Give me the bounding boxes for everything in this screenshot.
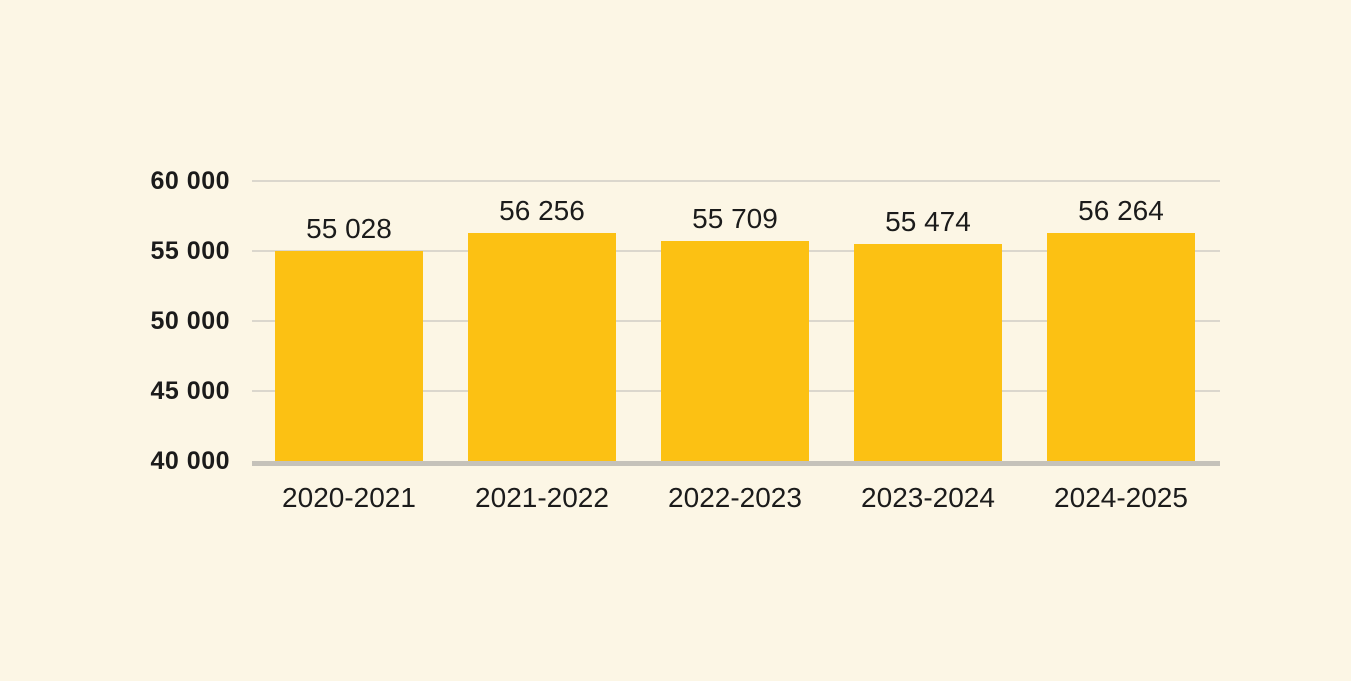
bar-value-label: 55 709 [692,203,778,235]
x-tick-label: 2023-2024 [861,482,995,513]
gridline [252,180,1220,182]
x-axis-line [252,461,1220,466]
bar-value-label: 55 474 [885,206,971,238]
bar [854,244,1002,461]
y-tick-label: 55 000 [150,237,230,265]
bar-value-label: 56 264 [1078,195,1164,227]
bar-value-label: 56 256 [499,195,585,227]
y-tick-label: 60 000 [150,167,230,195]
x-tick-label: 2024-2025 [1054,482,1188,513]
x-tick-label: 2022-2023 [668,482,802,513]
bar [1047,233,1195,461]
y-tick-label: 45 000 [150,377,230,405]
y-tick-label: 40 000 [150,447,230,475]
bar [275,250,423,461]
x-tick-label: 2021-2022 [475,482,609,513]
x-tick-label: 2020-2021 [282,482,416,513]
bar [468,233,616,461]
bar [661,241,809,461]
y-tick-label: 50 000 [150,307,230,335]
bar-value-label: 55 028 [306,212,392,244]
